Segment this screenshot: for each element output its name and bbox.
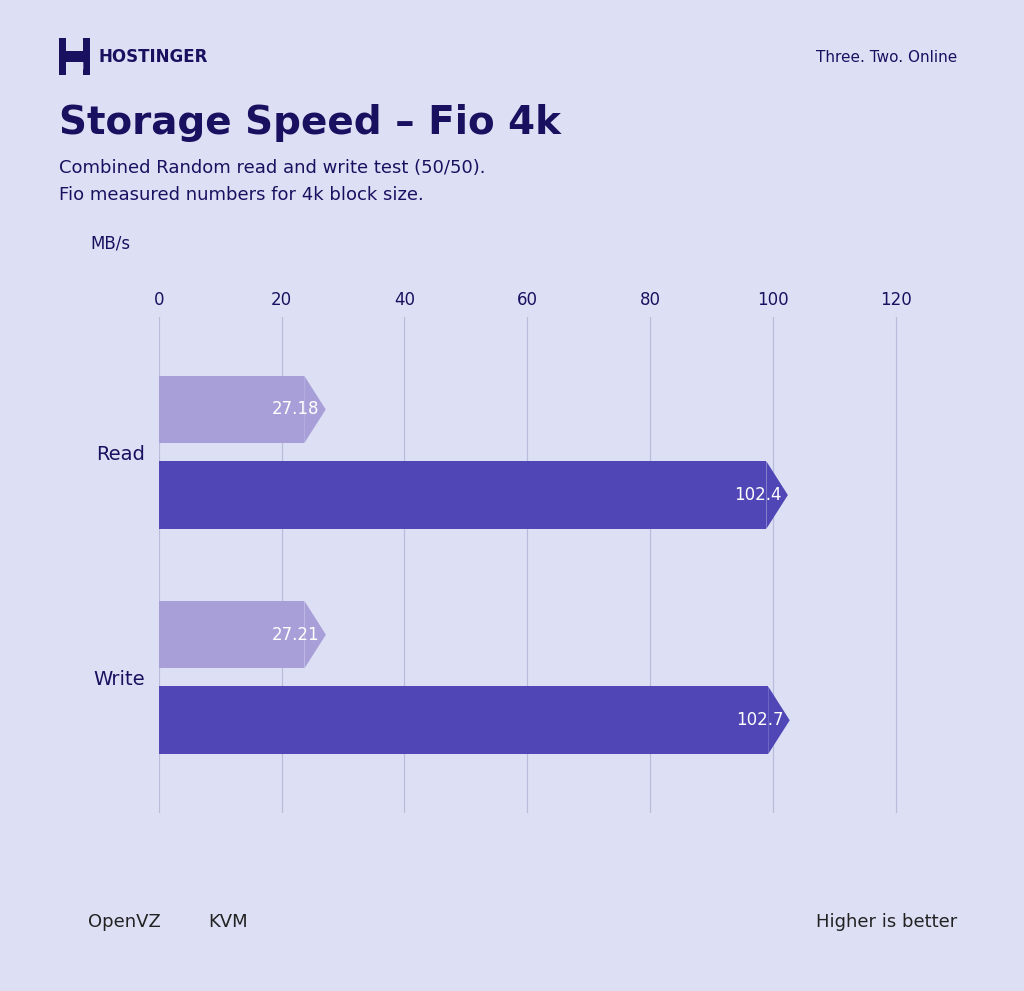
Text: 102.7: 102.7: [736, 712, 783, 729]
Bar: [67, 51, 83, 62]
Text: KVM: KVM: [208, 913, 248, 931]
Bar: [159, 461, 766, 529]
Polygon shape: [768, 687, 790, 754]
Text: MB/s: MB/s: [91, 235, 131, 253]
Polygon shape: [304, 376, 326, 443]
Text: 27.18: 27.18: [272, 400, 319, 418]
Bar: [159, 687, 768, 754]
Bar: [83, 38, 90, 75]
Text: 102.4: 102.4: [734, 486, 781, 504]
Polygon shape: [766, 461, 787, 529]
Text: Storage Speed – Fio 4k: Storage Speed – Fio 4k: [59, 104, 561, 142]
Text: Combined Random read and write test (50/50).: Combined Random read and write test (50/…: [59, 159, 486, 176]
Text: HOSTINGER: HOSTINGER: [98, 49, 208, 66]
Text: OpenVZ: OpenVZ: [88, 913, 161, 931]
Bar: [159, 376, 304, 443]
Text: Higher is better: Higher is better: [816, 913, 957, 931]
Text: Fio measured numbers for 4k block size.: Fio measured numbers for 4k block size.: [59, 186, 424, 204]
Polygon shape: [76, 62, 83, 69]
Polygon shape: [67, 44, 74, 51]
Bar: [59, 38, 67, 75]
Polygon shape: [304, 601, 326, 669]
Text: Three. Two. Online: Three. Two. Online: [816, 50, 957, 65]
Text: 27.21: 27.21: [272, 625, 319, 644]
Bar: [159, 601, 304, 669]
